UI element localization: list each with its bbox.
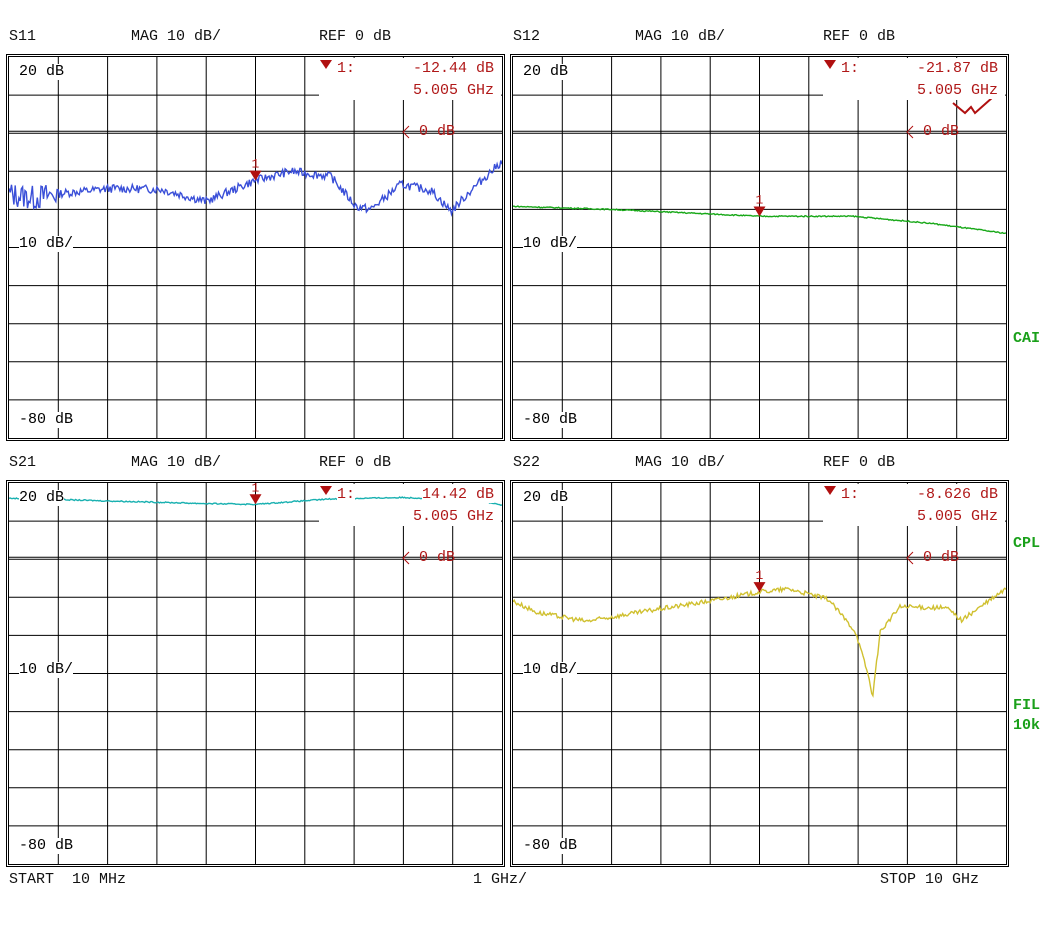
marker-label: 1: — [841, 486, 860, 503]
logo-icon — [952, 96, 994, 115]
side-label-fil: FIL — [1013, 697, 1041, 714]
marker-label: 1: — [337, 60, 356, 77]
bottom-scale-label: -80 dB — [19, 411, 74, 428]
reference-level-label: 0 dB — [923, 123, 960, 140]
side-label-ifbw: 10k — [1013, 717, 1041, 734]
marker-1-triangle[interactable] — [753, 206, 766, 217]
span-per-division: 1 GHz/ — [473, 871, 528, 888]
scale-per-division-label: 10 dB/ — [19, 235, 74, 252]
plot-s12: 1 20 dB 10 dB/ -80 dB 1: 0 dB -21.87 dB 5.005 G… — [510, 54, 1009, 441]
reference-label: REF 0 dB — [823, 454, 896, 471]
marker-frequency: 5.005 GHz — [412, 82, 494, 99]
side-label-cal: CAI — [1013, 330, 1041, 347]
marker-readout-icon — [320, 486, 332, 495]
scale-per-division-label: 10 dB/ — [523, 235, 578, 252]
plot-area: 1 — [513, 57, 1006, 438]
bottom-scale-label: -80 dB — [523, 411, 578, 428]
bottom-scale-label: -80 dB — [523, 837, 578, 854]
format-label: MAG 10 dB/ — [131, 454, 222, 471]
marker-number: 1 — [756, 193, 764, 208]
scale-per-division-label: 10 dB/ — [19, 661, 74, 678]
reference-label: REF 0 dB — [319, 28, 392, 45]
top-scale-label: 20 dB — [523, 63, 569, 80]
marker-frequency: 5.005 GHz — [916, 82, 998, 99]
marker-frequency: 5.005 GHz — [916, 508, 998, 525]
marker-value: -8.626 dB — [916, 486, 998, 503]
marker-value: -12.44 dB — [412, 60, 494, 77]
trace-name: S12 — [513, 28, 541, 45]
marker-number: 1 — [252, 483, 260, 495]
trace-name: S11 — [9, 28, 37, 45]
plot-area: 1 — [9, 483, 502, 864]
format-label: MAG 10 dB/ — [635, 28, 726, 45]
marker-frequency: 5.005 GHz — [412, 508, 494, 525]
reference-arrow-icon — [906, 125, 914, 139]
trace-name: S22 — [513, 454, 541, 471]
plot-s11: 1 20 dB 10 dB/ -80 dB 1: 0 dB -12.44 dB 5.005 G… — [6, 54, 505, 441]
trace-name: S21 — [9, 454, 37, 471]
reference-arrow-icon — [402, 125, 410, 139]
marker-label: 1: — [841, 60, 860, 77]
marker-1-triangle[interactable] — [249, 170, 262, 181]
marker-readout-icon — [824, 486, 836, 495]
reference-level-label: 0 dB — [419, 549, 456, 566]
format-label: MAG 10 dB/ — [131, 28, 222, 45]
marker-1-triangle[interactable] — [249, 494, 262, 505]
plot-area: 1 — [513, 483, 1006, 864]
reference-arrow-icon — [402, 551, 410, 565]
trace-s22 — [513, 585, 1006, 698]
marker-1-triangle[interactable] — [753, 582, 766, 593]
top-scale-label: 20 dB — [19, 489, 65, 506]
marker-number: 1 — [252, 157, 260, 172]
marker-value: -21.87 dB — [916, 60, 998, 77]
scale-per-division-label: 10 dB/ — [523, 661, 578, 678]
reference-arrow-icon — [906, 551, 914, 565]
marker-readout-icon — [824, 60, 836, 69]
bottom-scale-label: -80 dB — [19, 837, 74, 854]
side-label-cpl: CPL — [1013, 535, 1041, 552]
start-frequency: START 10 MHz — [9, 871, 127, 888]
format-label: MAG 10 dB/ — [635, 454, 726, 471]
marker-readout-icon — [320, 60, 332, 69]
top-scale-label: 20 dB — [19, 63, 65, 80]
reference-level-label: 0 dB — [923, 549, 960, 566]
marker-number: 1 — [756, 568, 764, 583]
plot-s22: 1 20 dB 10 dB/ -80 dB 1: 0 dB -8.626 dB 5.005 G… — [510, 480, 1009, 867]
reference-level-label: 0 dB — [419, 123, 456, 140]
marker-value: 14.42 dB — [421, 486, 494, 503]
marker-label: 1: — [337, 486, 356, 503]
plot-area: 1 — [9, 57, 502, 438]
top-scale-label: 20 dB — [523, 489, 569, 506]
reference-label: REF 0 dB — [319, 454, 392, 471]
plot-s21: 1 20 dB 10 dB/ -80 dB 1: 0 dB 14.42 dB 5.005 GH… — [6, 480, 505, 867]
reference-label: REF 0 dB — [823, 28, 896, 45]
stop-frequency: STOP 10 GHz — [880, 871, 980, 888]
